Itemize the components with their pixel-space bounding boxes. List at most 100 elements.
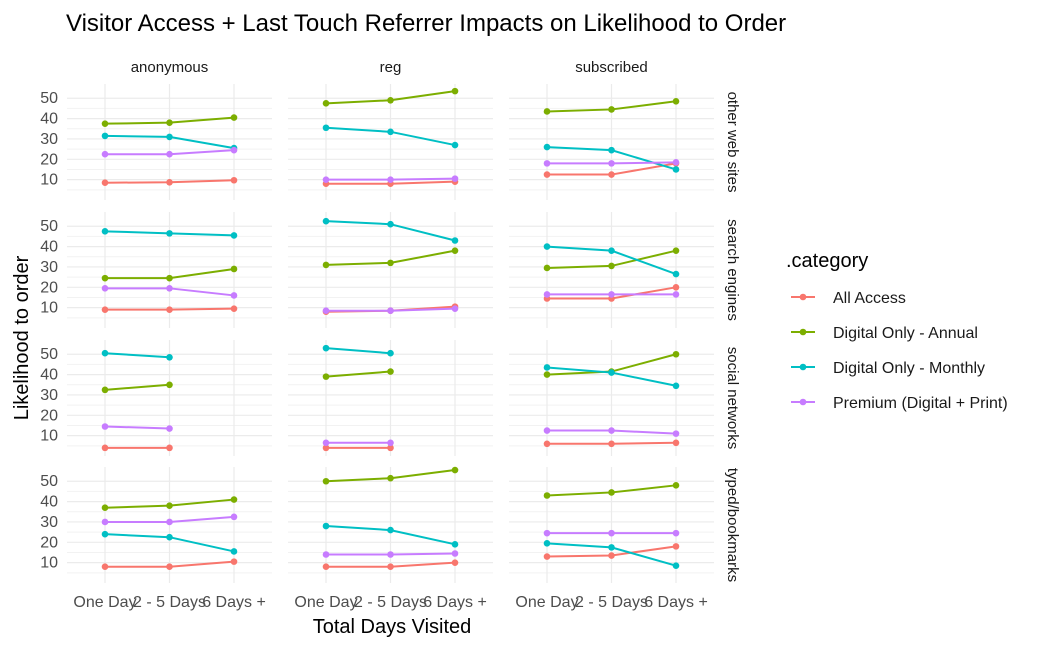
data-point-premium-digital-print (166, 425, 173, 432)
data-point-digital-only-monthly (608, 369, 615, 376)
data-point-digital-only-annual (322, 477, 330, 485)
panel-search-engines-reg (288, 212, 493, 328)
y-tick-label: 20 (40, 407, 58, 424)
data-point-all-access (543, 171, 551, 178)
data-point-all-access (101, 563, 109, 571)
data-point-premium-digital-print (608, 160, 615, 167)
x-tick-label: One Day (73, 594, 136, 611)
data-point-digital-only-annual (387, 96, 394, 104)
x-tick-label: 6 Days + (202, 594, 266, 611)
data-point-digital-only-monthly (672, 270, 680, 278)
legend-item-digital-only-monthly: Digital Only - Monthly (791, 360, 985, 377)
data-point-premium-digital-print (166, 285, 173, 292)
data-point-digital-only-monthly (672, 382, 680, 390)
y-tick-label: 40 (40, 494, 58, 511)
legend: .category All Access Digital Only - Annua… (786, 250, 1008, 412)
y-tick-labels: 10 20 30 40 50 10 20 30 40 50 10 20 30 40 50 10 20 30 40 50 (40, 90, 58, 571)
data-point-digital-only-monthly (387, 526, 394, 534)
strip-label-anonymous: anonymous (131, 59, 209, 76)
legend-label: Digital Only - Monthly (833, 360, 985, 377)
legend-item-premium-digital-print: Premium (Digital + Print) (791, 395, 1008, 412)
x-tick-label: One Day (515, 594, 578, 611)
data-point-all-access (230, 558, 238, 565)
data-point-digital-only-annual (543, 108, 551, 115)
data-point-digital-only-annual (672, 350, 680, 358)
data-point-digital-only-monthly (166, 533, 173, 541)
data-point-digital-only-monthly (608, 544, 615, 551)
legend-key-point (799, 398, 807, 406)
data-point-all-access (322, 563, 330, 571)
data-point-digital-only-monthly (101, 349, 109, 357)
data-point-digital-only-monthly (543, 243, 551, 250)
strip-label-social-networks: social networks (724, 347, 741, 450)
data-point-digital-only-annual (166, 502, 173, 509)
data-point-digital-only-monthly (322, 522, 330, 530)
data-point-digital-only-monthly (166, 230, 173, 237)
data-point-premium-digital-print (608, 529, 615, 537)
y-tick-label: 30 (40, 514, 58, 531)
data-point-all-access (230, 305, 238, 312)
data-point-digital-only-annual (166, 381, 173, 389)
series-line-digital-only-annual (104, 383, 170, 391)
series-line-digital-only-monthly (104, 352, 170, 359)
data-point-digital-only-annual (166, 274, 173, 282)
data-point-premium-digital-print (451, 305, 459, 312)
data-point-premium-digital-print (672, 529, 680, 537)
data-point-premium-digital-print (230, 146, 238, 154)
y-tick-label: 10 (40, 555, 58, 572)
data-point-all-access (230, 176, 238, 184)
data-point-digital-only-monthly (672, 166, 680, 173)
data-point-premium-digital-print (166, 150, 173, 158)
data-point-premium-digital-print (672, 291, 680, 298)
y-tick-label: 50 (40, 346, 58, 363)
y-tick-label: 10 (40, 428, 58, 445)
legend-key-point (799, 363, 807, 371)
data-point-premium-digital-print (543, 160, 551, 167)
data-point-digital-only-annual (451, 466, 459, 474)
data-point-premium-digital-print (322, 439, 330, 447)
panel-other-web-sites-subscribed (509, 84, 714, 200)
data-point-digital-only-monthly (451, 237, 459, 244)
data-point-all-access (166, 563, 173, 571)
data-point-digital-only-monthly (322, 217, 330, 225)
data-point-digital-only-annual (451, 87, 459, 95)
data-point-premium-digital-print (166, 518, 173, 526)
data-point-all-access (101, 306, 109, 313)
y-tick-label: 40 (40, 111, 58, 128)
data-point-digital-only-annual (101, 120, 109, 127)
panel-other-web-sites-anonymous (67, 84, 272, 200)
data-point-all-access (166, 306, 173, 313)
data-point-all-access (387, 563, 394, 571)
panel-typed-bookmarks-subscribed (509, 467, 714, 583)
data-point-premium-digital-print (672, 430, 680, 437)
data-point-digital-only-monthly (387, 128, 394, 136)
data-point-all-access (387, 444, 394, 452)
legend-label: Premium (Digital + Print) (833, 395, 1008, 412)
data-point-all-access (101, 444, 109, 452)
data-point-digital-only-annual (543, 371, 551, 378)
data-point-digital-only-annual (101, 504, 109, 512)
data-point-digital-only-annual (608, 106, 615, 113)
data-point-digital-only-monthly (608, 146, 615, 154)
data-point-all-access (166, 444, 173, 452)
data-point-premium-digital-print (543, 529, 551, 537)
series-line-premium-digital-print (104, 425, 170, 430)
data-point-digital-only-annual (101, 274, 109, 282)
data-point-all-access (608, 552, 615, 559)
y-axis-title: Likelihood to order (11, 255, 33, 420)
data-point-digital-only-annual (672, 97, 680, 105)
data-point-digital-only-annual (672, 482, 680, 489)
x-axis-title: Total Days Visited (313, 616, 472, 638)
data-point-all-access (672, 543, 680, 550)
y-tick-label: 30 (40, 387, 58, 404)
data-point-premium-digital-print (672, 159, 680, 166)
x-tick-label: 2 - 5 Days (575, 594, 648, 611)
data-point-premium-digital-print (322, 176, 330, 183)
panel-social-networks-subscribed (509, 340, 714, 456)
data-point-digital-only-annual (543, 492, 551, 499)
y-tick-label: 30 (40, 259, 58, 276)
x-tick-label: 6 Days + (423, 594, 487, 611)
data-point-premium-digital-print (387, 176, 394, 183)
panel-other-web-sites-reg (288, 84, 493, 200)
data-point-digital-only-monthly (451, 541, 459, 548)
